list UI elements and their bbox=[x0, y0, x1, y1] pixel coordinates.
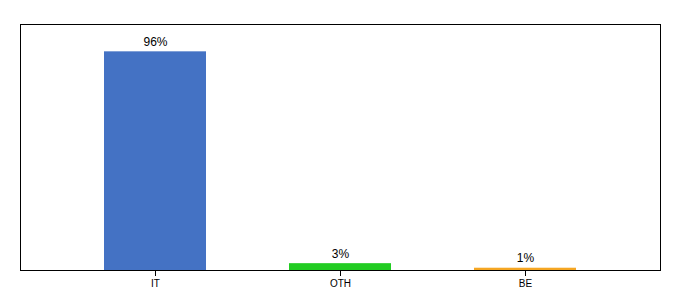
svg-text:3%: 3% bbox=[332, 247, 350, 261]
svg-text:OTH: OTH bbox=[330, 278, 351, 289]
svg-text:1%: 1% bbox=[517, 251, 535, 265]
svg-text:BE: BE bbox=[519, 278, 533, 289]
svg-text:96%: 96% bbox=[143, 35, 167, 49]
svg-text:IT: IT bbox=[151, 278, 160, 289]
